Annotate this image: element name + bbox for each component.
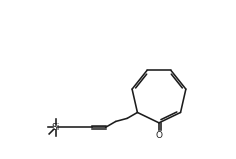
Text: O: O bbox=[156, 131, 162, 140]
Text: Si: Si bbox=[51, 123, 60, 132]
